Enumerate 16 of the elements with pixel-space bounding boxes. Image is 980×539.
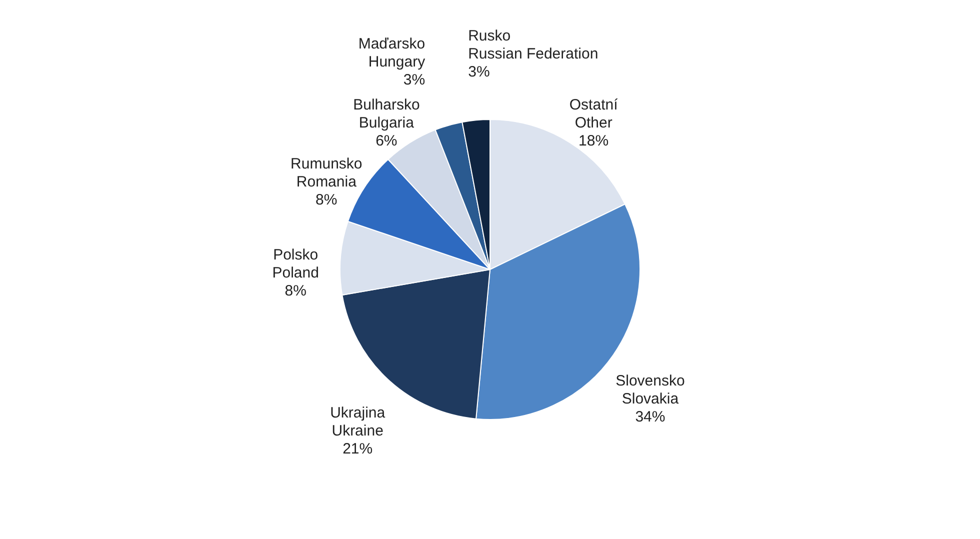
data-label: 21% bbox=[342, 440, 373, 458]
slice-label: Rusko Russian Federation bbox=[468, 28, 598, 63]
data-label: 18% bbox=[578, 132, 609, 150]
slice-label: Rumunsko Romania bbox=[290, 155, 362, 190]
slice-label: Maďarsko Hungary bbox=[358, 36, 426, 71]
slice-label: Slovensko Slovakia bbox=[616, 372, 685, 408]
slice-label: Bulharsko Bulgaria bbox=[353, 96, 420, 132]
slice-label: Ukrajina Ukraine bbox=[330, 404, 386, 440]
slice-label: Ostatní Other bbox=[569, 96, 619, 132]
data-label: 8% bbox=[284, 282, 306, 300]
data-label: 6% bbox=[376, 132, 398, 150]
data-label: 3% bbox=[403, 72, 426, 89]
data-label: 34% bbox=[635, 408, 666, 426]
data-label: 3% bbox=[468, 64, 490, 81]
slice-label: Polsko Poland bbox=[272, 246, 319, 282]
data-label: 8% bbox=[316, 191, 338, 208]
